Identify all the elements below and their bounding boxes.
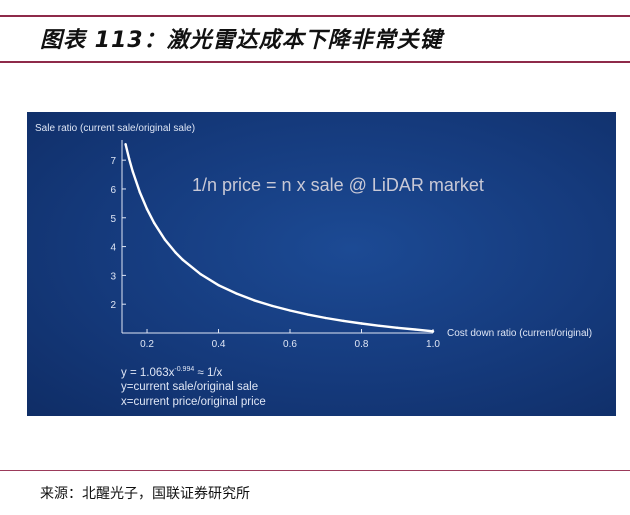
series-point — [145, 207, 149, 211]
source-rule — [0, 470, 630, 471]
series-point — [127, 157, 131, 160]
series-point — [253, 299, 256, 302]
chart-panel: Sale ratio (current sale/original sale) … — [27, 112, 616, 416]
series-point — [124, 143, 127, 146]
top-rule — [0, 15, 630, 17]
series-point — [217, 283, 220, 287]
series-point — [431, 330, 435, 333]
series-point — [378, 324, 381, 327]
series-point — [288, 309, 292, 312]
title-rule — [0, 61, 630, 63]
series-point — [235, 292, 238, 295]
series-point — [396, 326, 399, 330]
series-point — [199, 273, 202, 276]
y-tick-group: 2 3 4 5 6 7 — [110, 156, 126, 311]
x-tick-label: 1.0 — [426, 339, 440, 350]
series-points — [124, 143, 435, 333]
series-point — [360, 322, 363, 325]
y-axis-label: Sale ratio (current sale/original sale) — [35, 123, 195, 134]
source-note: 来源：北醒光子，国联证券研究所 — [40, 486, 250, 502]
chart-svg: Sale ratio (current sale/original sale) … — [35, 123, 592, 408]
series-point — [342, 319, 345, 323]
x-tick-group: 0.2 0.4 0.6 0.8 1.0 — [140, 329, 440, 350]
formula-prefix: y = 1.063x — [121, 367, 175, 379]
chart-annotation: 1/n price = n x sale @ LiDAR market — [192, 175, 484, 195]
series-point — [131, 170, 134, 173]
y-tick-label: 5 — [110, 214, 116, 225]
series-point — [324, 316, 327, 320]
y-tick-label: 7 — [110, 156, 116, 167]
series-line — [124, 143, 435, 333]
y-tick-label: 3 — [110, 271, 116, 282]
series-point — [181, 258, 184, 262]
figure-title: 图表 113：激光雷达成本下降非常关键 — [40, 28, 443, 53]
formula-suffix: ≈ 1/x — [194, 367, 222, 379]
y-tick-label: 4 — [110, 243, 116, 254]
x-tick-label: 0.4 — [212, 339, 226, 350]
series-point — [413, 328, 417, 331]
series-point — [174, 251, 177, 254]
y-tick-label: 2 — [110, 300, 116, 311]
legend-line-x: x=current price/original price — [121, 396, 266, 408]
formula-exponent: -0.994 — [174, 366, 194, 373]
series-point — [138, 191, 142, 194]
series-point — [163, 238, 167, 241]
series-point — [152, 221, 156, 225]
x-tick-label: 0.6 — [283, 339, 297, 350]
x-tick-label: 0.8 — [355, 339, 369, 350]
formula: y = 1.063x-0.994 ≈ 1/x — [121, 366, 223, 379]
legend-line-y: y=current sale/original sale — [121, 381, 258, 393]
series-point — [306, 313, 310, 316]
x-tick-label: 0.2 — [140, 339, 154, 350]
x-axis-label: Cost down ratio (current/original) — [447, 328, 592, 339]
series-point — [270, 304, 274, 308]
y-tick-label: 6 — [110, 185, 116, 196]
